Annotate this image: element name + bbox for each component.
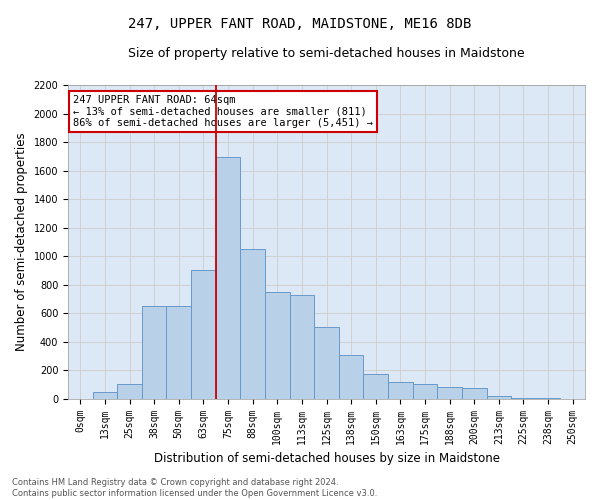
Bar [314, 328, 339, 398]
Title: Size of property relative to semi-detached houses in Maidstone: Size of property relative to semi-detach… [128, 48, 525, 60]
Bar [117, 384, 142, 398]
Bar [487, 396, 511, 398]
Bar [216, 156, 241, 398]
Bar [92, 392, 117, 398]
Bar [191, 270, 216, 398]
Bar [388, 382, 413, 398]
Bar [437, 388, 462, 398]
Bar [413, 384, 437, 398]
Bar [166, 306, 191, 398]
Text: Contains HM Land Registry data © Crown copyright and database right 2024.
Contai: Contains HM Land Registry data © Crown c… [12, 478, 377, 498]
Bar [364, 374, 388, 398]
Bar [290, 294, 314, 399]
Bar [462, 388, 487, 398]
Bar [265, 292, 290, 399]
Y-axis label: Number of semi-detached properties: Number of semi-detached properties [15, 132, 28, 352]
Bar [241, 249, 265, 398]
Bar [142, 306, 166, 398]
Text: 247, UPPER FANT ROAD, MAIDSTONE, ME16 8DB: 247, UPPER FANT ROAD, MAIDSTONE, ME16 8D… [128, 18, 472, 32]
Bar [339, 354, 364, 399]
Text: 247 UPPER FANT ROAD: 64sqm
← 13% of semi-detached houses are smaller (811)
86% o: 247 UPPER FANT ROAD: 64sqm ← 13% of semi… [73, 94, 373, 128]
X-axis label: Distribution of semi-detached houses by size in Maidstone: Distribution of semi-detached houses by … [154, 452, 500, 465]
